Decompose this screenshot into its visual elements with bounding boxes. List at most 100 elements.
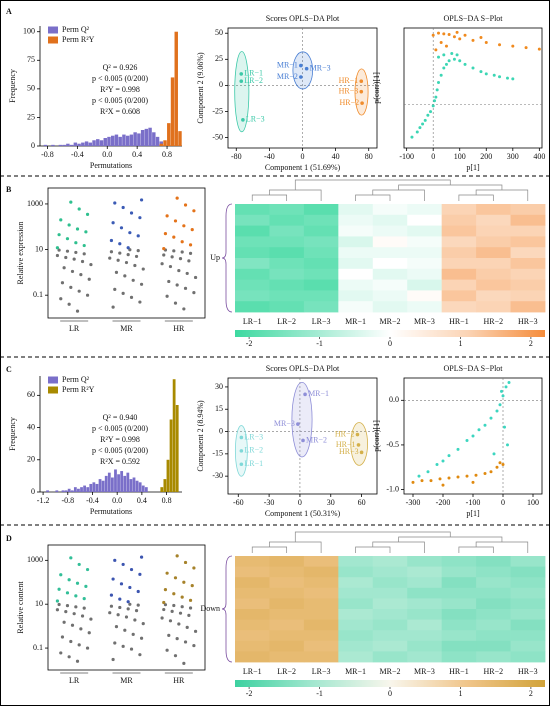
histogram-bar [137,133,141,146]
heatmap-cell [269,556,305,567]
annotation: p < 0.005 (0/200) [92,96,148,105]
heatmap-cell [372,577,408,589]
heatmap-cell [441,577,477,589]
strip-point [70,269,75,274]
strip-point [55,246,60,250]
strip-point [118,597,122,601]
strip-point [67,578,71,582]
scatter-point [474,473,478,477]
heatmap-cell [372,609,408,620]
heatmap-cell [510,290,546,302]
scatter-point [447,476,451,480]
scatter-point [421,122,425,126]
heatmap-cell [269,609,305,620]
dendrogram-branch [475,189,529,201]
x-tick-label: -30 [264,498,275,507]
heatmap-cell [407,587,443,599]
heatmap-cell [510,566,546,578]
heatmap-cell [476,598,511,610]
strip-point [69,639,73,644]
heatmap-cell [476,268,511,280]
dendrogram-branch [475,541,529,553]
y-tick-label: -50 [212,132,223,141]
heatmap-cell [407,268,443,280]
heatmap-cell [407,619,443,631]
heatmap-cell [269,247,305,259]
heatmap-cell [407,301,443,313]
strip-point [57,248,61,252]
strip-point [165,214,169,218]
strip-point [190,228,194,232]
x-tick-label: 400 [533,152,545,161]
x-tick-label: 0 [501,498,505,507]
scatter-point [304,66,309,71]
heatmap-cell [372,640,408,652]
strip-point [74,250,78,255]
strip-point [172,603,176,608]
heatmap-cell [303,619,339,631]
strip-point [165,294,169,298]
scatter-point [442,66,446,70]
scatter-point [239,449,244,453]
scatter-point [456,447,460,451]
heatmap-cell [407,609,443,620]
histogram-bar [89,483,93,492]
x-tick-label: 0.0 [112,496,122,505]
point-label: LR−1 [244,459,263,468]
histogram-bar [104,475,108,492]
heatmap-cell [510,556,546,567]
heatmap-cell [338,204,374,216]
strip-point [114,270,119,274]
strip-point [57,233,61,237]
strip-point [85,293,90,297]
strip-point [182,224,186,228]
scatter-point [442,32,446,36]
strip-point [139,555,144,559]
scatter-point [511,77,515,81]
heatmap-cell [269,640,305,652]
strip-point [183,203,188,207]
strip-point [113,201,117,205]
scatter-point [477,428,481,432]
plot-frame [403,27,543,149]
y-tick-label: 30 [215,382,223,391]
y-tick-label: -30 [212,471,223,480]
strip-point [75,581,80,585]
heatmap-cell [269,598,305,610]
heatmap-cell [303,247,339,259]
histogram-bar [92,482,96,492]
scatter-point [507,380,511,384]
legend-swatch [48,36,58,44]
strip-point [75,309,80,313]
heatmap-cell [338,651,374,663]
histogram-bar [144,487,148,492]
legend-label: Perm R²Y [62,35,95,44]
histogram-bar [96,139,100,146]
histogram-bar [84,141,89,146]
heatmap-cell [372,651,408,663]
dendrogram-branch [251,546,288,553]
histogram-bar [159,143,164,146]
strip-point [163,603,168,607]
scatter-point [426,470,430,474]
strip-point [182,661,186,665]
column-label: LR−1 [243,667,262,676]
strip-point [60,281,65,285]
heatmap-cell [476,214,511,226]
scatter-point [426,113,430,117]
histogram-bar [70,490,74,492]
heatmap-cell [303,279,339,291]
scatter-point [498,461,502,465]
heatmap-cell [510,258,546,270]
plot-frame [47,187,206,319]
heatmap-cell [269,258,305,270]
scatter-point [489,470,493,474]
scatter-point [239,462,244,467]
scatter-point [471,480,475,484]
scatter-point [299,63,303,68]
x-tick-label: 60 [358,498,366,507]
heatmap-cell [372,214,408,226]
colorbar-tick-label: -2 [246,339,253,348]
heatmap-cell [372,619,408,631]
heatmap-cell [269,290,305,302]
